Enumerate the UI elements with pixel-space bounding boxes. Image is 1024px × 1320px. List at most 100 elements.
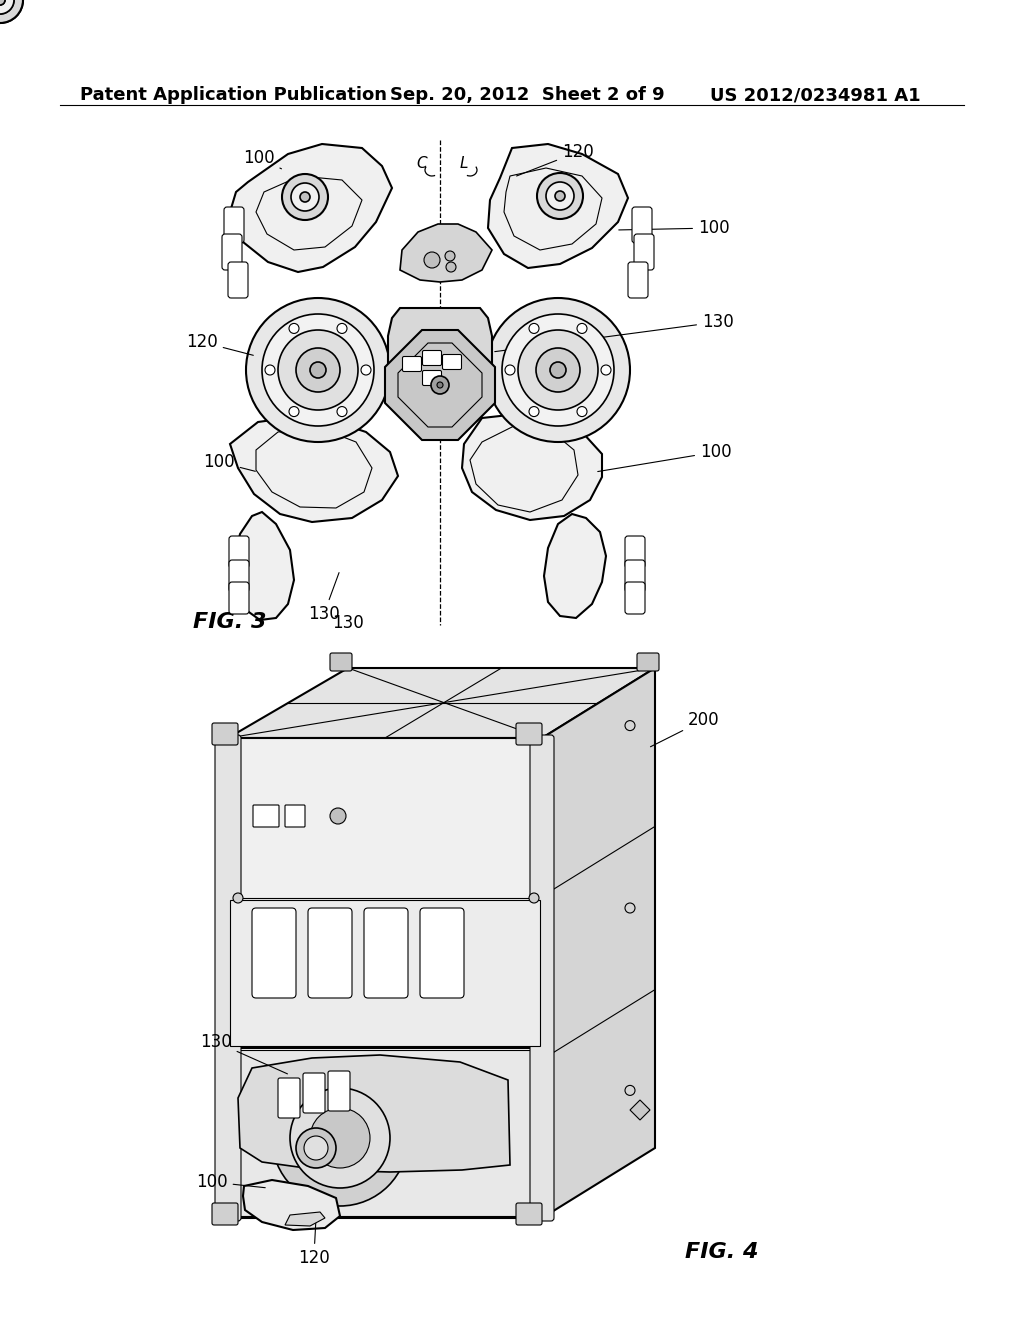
Text: 120: 120 xyxy=(186,333,253,355)
Circle shape xyxy=(0,0,5,5)
Circle shape xyxy=(445,251,455,261)
FancyBboxPatch shape xyxy=(423,371,441,385)
Text: 100: 100 xyxy=(618,219,730,238)
Text: 100: 100 xyxy=(243,149,282,169)
Polygon shape xyxy=(488,144,628,268)
FancyBboxPatch shape xyxy=(632,207,652,243)
Text: Patent Application Publication: Patent Application Publication xyxy=(80,86,387,104)
Text: 130: 130 xyxy=(308,573,340,623)
Text: US 2012/0234981 A1: US 2012/0234981 A1 xyxy=(710,86,921,104)
FancyBboxPatch shape xyxy=(625,536,645,568)
Polygon shape xyxy=(243,1180,340,1230)
FancyBboxPatch shape xyxy=(303,1073,325,1113)
Circle shape xyxy=(0,0,5,5)
Circle shape xyxy=(0,0,23,22)
Text: 100: 100 xyxy=(203,453,255,471)
Circle shape xyxy=(282,174,328,220)
Text: L: L xyxy=(460,156,468,170)
Polygon shape xyxy=(630,1100,650,1119)
Polygon shape xyxy=(462,414,602,520)
Text: FIG. 3: FIG. 3 xyxy=(193,612,266,632)
FancyBboxPatch shape xyxy=(625,560,645,591)
Circle shape xyxy=(550,362,566,378)
Circle shape xyxy=(577,323,587,334)
Polygon shape xyxy=(388,308,492,412)
Polygon shape xyxy=(400,224,492,282)
Polygon shape xyxy=(385,330,495,440)
FancyBboxPatch shape xyxy=(402,356,422,371)
Text: 130: 130 xyxy=(332,614,364,632)
Circle shape xyxy=(330,808,346,824)
FancyBboxPatch shape xyxy=(625,582,645,614)
FancyBboxPatch shape xyxy=(634,234,654,271)
Circle shape xyxy=(601,366,611,375)
Circle shape xyxy=(486,298,630,442)
FancyBboxPatch shape xyxy=(442,355,462,370)
Text: C: C xyxy=(417,156,427,170)
Circle shape xyxy=(289,407,299,417)
Polygon shape xyxy=(230,900,540,1045)
Circle shape xyxy=(337,407,347,417)
FancyBboxPatch shape xyxy=(285,805,305,828)
Circle shape xyxy=(265,366,275,375)
Text: 100: 100 xyxy=(196,1173,265,1191)
Text: 130: 130 xyxy=(200,1034,288,1074)
FancyBboxPatch shape xyxy=(423,351,441,366)
Circle shape xyxy=(296,348,340,392)
FancyBboxPatch shape xyxy=(229,536,249,568)
Text: 120: 120 xyxy=(516,143,594,176)
Circle shape xyxy=(310,362,326,378)
Circle shape xyxy=(0,0,14,15)
Polygon shape xyxy=(228,668,655,738)
FancyBboxPatch shape xyxy=(215,735,241,1221)
Circle shape xyxy=(289,323,299,334)
FancyBboxPatch shape xyxy=(228,261,248,298)
Circle shape xyxy=(262,314,374,426)
Circle shape xyxy=(300,191,310,202)
Text: 130: 130 xyxy=(495,313,734,351)
FancyBboxPatch shape xyxy=(516,1203,542,1225)
Circle shape xyxy=(577,407,587,417)
Circle shape xyxy=(361,366,371,375)
FancyBboxPatch shape xyxy=(308,908,352,998)
Polygon shape xyxy=(228,738,542,898)
Circle shape xyxy=(337,323,347,334)
Circle shape xyxy=(505,366,515,375)
Circle shape xyxy=(233,894,243,903)
Circle shape xyxy=(546,182,574,210)
Polygon shape xyxy=(230,417,398,521)
FancyBboxPatch shape xyxy=(222,234,242,271)
Text: 120: 120 xyxy=(298,1221,330,1267)
Circle shape xyxy=(555,191,565,201)
Circle shape xyxy=(310,1107,370,1168)
Circle shape xyxy=(537,173,583,219)
FancyBboxPatch shape xyxy=(330,653,352,671)
FancyBboxPatch shape xyxy=(229,582,249,614)
Circle shape xyxy=(437,381,443,388)
Circle shape xyxy=(304,1137,328,1160)
Circle shape xyxy=(424,252,440,268)
FancyBboxPatch shape xyxy=(328,1071,350,1111)
Text: Sep. 20, 2012  Sheet 2 of 9: Sep. 20, 2012 Sheet 2 of 9 xyxy=(390,86,665,104)
FancyBboxPatch shape xyxy=(516,723,542,744)
Circle shape xyxy=(536,348,580,392)
Polygon shape xyxy=(285,1212,325,1226)
FancyBboxPatch shape xyxy=(530,735,554,1221)
Circle shape xyxy=(529,894,539,903)
FancyBboxPatch shape xyxy=(253,805,279,828)
Text: 100: 100 xyxy=(598,444,731,471)
Circle shape xyxy=(272,1071,408,1206)
FancyBboxPatch shape xyxy=(229,560,249,591)
Circle shape xyxy=(296,1129,336,1168)
FancyBboxPatch shape xyxy=(278,1078,300,1118)
Text: FIG. 4: FIG. 4 xyxy=(685,1242,759,1262)
Circle shape xyxy=(446,261,456,272)
Circle shape xyxy=(278,330,358,411)
Polygon shape xyxy=(544,513,606,618)
FancyBboxPatch shape xyxy=(224,207,244,243)
FancyBboxPatch shape xyxy=(212,1203,238,1225)
Polygon shape xyxy=(230,144,392,272)
FancyBboxPatch shape xyxy=(628,261,648,298)
FancyBboxPatch shape xyxy=(212,723,238,744)
Circle shape xyxy=(290,1088,390,1188)
